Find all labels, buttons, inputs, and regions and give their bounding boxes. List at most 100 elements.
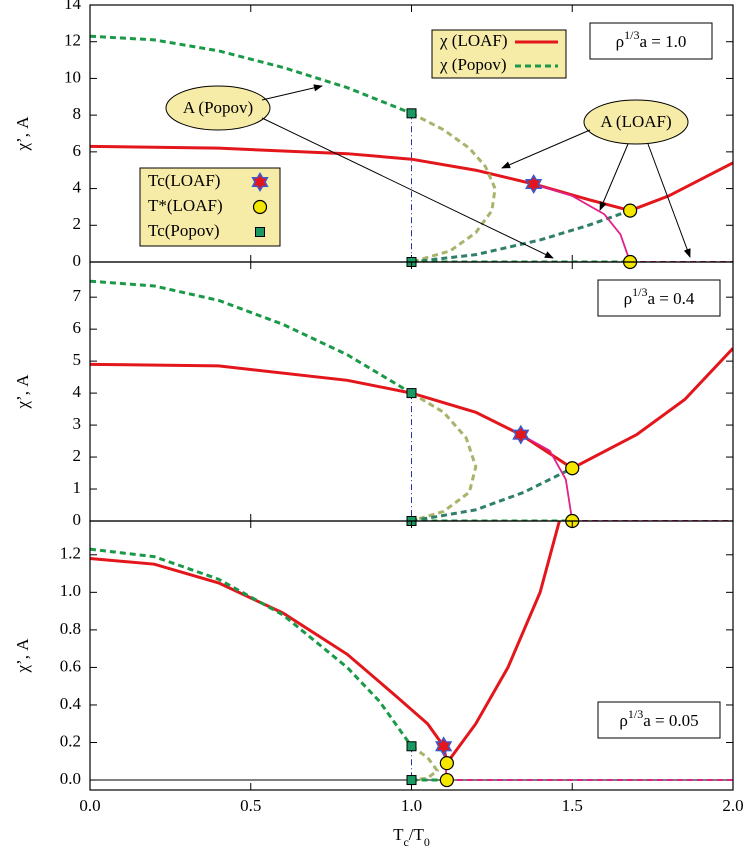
y-axis-label-part: χ’, A	[13, 116, 32, 152]
y-tick-label: 1.0	[60, 581, 81, 600]
x-tick-label: 0.0	[79, 796, 100, 815]
series-line	[410, 391, 478, 521]
series-line	[90, 347, 733, 470]
marker-legend-label: Tc(LOAF)	[148, 171, 220, 190]
y-tick-label: 6	[73, 318, 82, 337]
panel-label-part: 1/3	[632, 285, 647, 299]
annotation-arrow	[261, 117, 554, 259]
annotation-arrow	[647, 143, 691, 258]
y-tick-label: 0	[73, 510, 82, 529]
tc-loaf-marker	[525, 174, 543, 194]
plot-area	[90, 279, 733, 521]
series-line	[411, 466, 573, 521]
x-axis-label-part: c	[403, 835, 408, 849]
y-tick-label: 1.2	[60, 544, 81, 563]
plot-area	[90, 34, 733, 262]
tstar-marker	[252, 199, 268, 215]
annotation-arrow	[261, 84, 323, 101]
series-line	[90, 34, 413, 115]
y-tick-label: 2	[73, 446, 82, 465]
x-axis-label-part: /T	[409, 825, 425, 844]
series-line	[533, 183, 631, 262]
panel-label-part: a = 0.05	[643, 711, 698, 730]
series-line	[410, 111, 497, 262]
frame	[89, 520, 734, 791]
panel-label-part: ρ	[616, 32, 624, 51]
plot-area	[90, 521, 733, 782]
panel-label: ρ1/3a = 1.0	[616, 28, 687, 51]
y-tick-label: 10	[64, 67, 81, 86]
x-tick-label: 2.0	[722, 796, 743, 815]
tc-loaf-marker	[251, 172, 269, 192]
legend-label: χ (LOAF)	[439, 31, 508, 50]
tc-loaf-marker	[435, 736, 453, 757]
panel-label: ρ1/3a = 0.4	[624, 285, 695, 308]
y-tick-label: 14	[64, 0, 82, 13]
panel-label-box	[589, 22, 713, 60]
panel-label: ρ1/3a = 0.05	[619, 707, 698, 730]
y-tick-label: 7	[73, 286, 82, 305]
legend-label: χ (Popov)	[439, 55, 507, 74]
y-axis-label-part: χ’, A	[13, 374, 32, 410]
legend-box	[431, 29, 567, 79]
panel-label-part: 1/3	[624, 28, 639, 42]
y-tick-label: 4	[73, 177, 82, 196]
tc-popov-marker	[255, 227, 265, 237]
panel-label-part: ρ	[619, 711, 627, 730]
panel-label-box	[597, 279, 721, 317]
y-tick-label: 0.8	[60, 619, 81, 638]
y-tick-label: 1	[73, 478, 82, 497]
annotation: A (Popov)	[183, 98, 253, 117]
series-line	[90, 521, 561, 767]
x-tick-label: 1.5	[562, 796, 583, 815]
y-axis-label-part: χ’, A	[13, 638, 32, 674]
x-axis-label-part: T	[393, 825, 404, 844]
y-axis-label: χ’, A	[13, 374, 32, 410]
x-axis-label: Tc/T0	[393, 825, 430, 849]
tc-loaf-marker	[512, 424, 530, 445]
tc-popov-marker	[406, 108, 417, 119]
series-line	[411, 209, 631, 262]
annotation-arrow	[501, 129, 591, 169]
series-line	[410, 745, 440, 782]
series-line	[90, 279, 413, 395]
tc-popov-marker	[406, 741, 417, 752]
y-axis-label: χ’, A	[13, 116, 32, 152]
y-tick-label: 0.0	[60, 769, 81, 788]
x-axis-label-part: 0	[424, 835, 430, 849]
series-line	[520, 433, 574, 521]
panel-label-part: a = 0.4	[647, 289, 694, 308]
annotation: A (LOAF)	[600, 112, 671, 131]
y-tick-label: 0	[73, 251, 82, 270]
annotation-bubble	[583, 99, 689, 145]
y-tick-label: 2	[73, 214, 82, 233]
series-line	[90, 547, 413, 748]
y-tick-label: 8	[73, 104, 82, 123]
tstar-marker	[439, 772, 454, 788]
annotation-bubble	[165, 85, 271, 131]
y-tick-label: 5	[73, 350, 82, 369]
y-tick-label: 4	[73, 382, 82, 401]
panel-label-part: a = 1.0	[639, 32, 686, 51]
panel-label-box	[597, 701, 721, 739]
marker-legend-label: T*(LOAF)	[148, 196, 223, 215]
x-tick-label: 1.0	[401, 796, 422, 815]
annotation-arrow	[599, 143, 629, 211]
marker-legend-label: Tc(Popov)	[148, 221, 220, 240]
y-tick-label: 0.4	[60, 694, 82, 713]
tc-popov-marker	[406, 388, 417, 399]
y-tick-label: 0.2	[60, 731, 81, 750]
y-axis-label: χ’, A	[13, 638, 32, 674]
panel-label-part: 1/3	[628, 707, 643, 721]
tstar-marker	[565, 461, 580, 476]
y-tick-label: 6	[73, 141, 82, 160]
series-line	[90, 144, 733, 213]
tstar-marker	[623, 203, 638, 218]
tstar-marker	[439, 756, 454, 771]
y-tick-label: 0.6	[60, 656, 81, 675]
y-tick-label: 12	[64, 31, 81, 50]
x-tick-label: 0.5	[240, 796, 261, 815]
y-tick-label: 3	[73, 414, 82, 433]
tc-popov-marker	[406, 775, 417, 786]
